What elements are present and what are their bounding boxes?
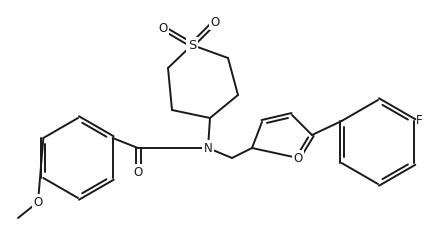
Text: F: F (416, 114, 423, 128)
Text: O: O (293, 152, 303, 164)
Text: N: N (204, 141, 212, 154)
Text: O: O (210, 16, 220, 28)
Text: O: O (34, 196, 42, 208)
Text: S: S (188, 39, 196, 51)
Text: O: O (133, 165, 143, 179)
Text: O: O (158, 21, 168, 35)
